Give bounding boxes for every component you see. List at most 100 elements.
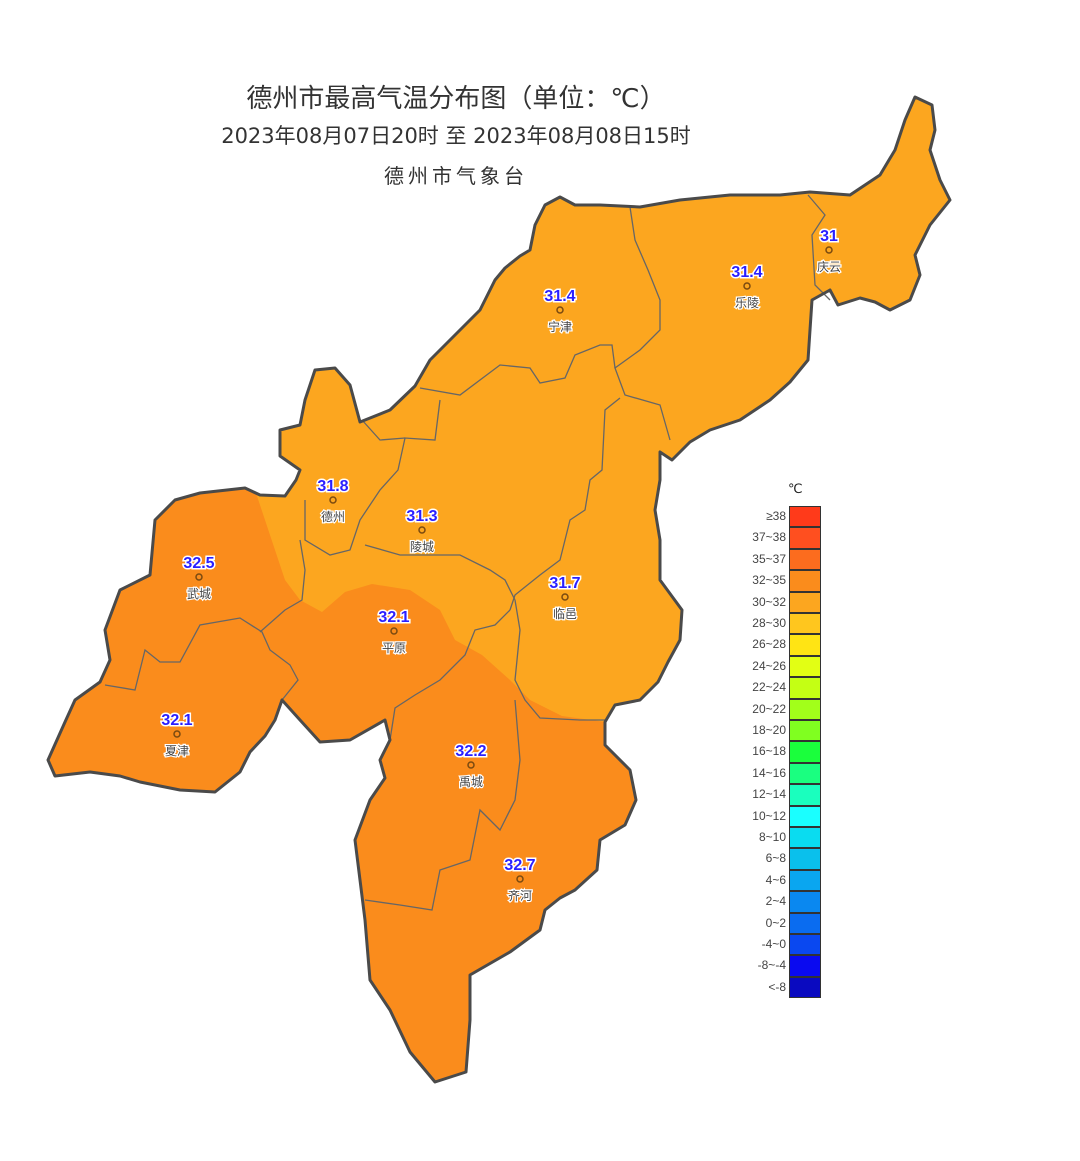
- legend-swatch: [789, 570, 821, 592]
- legend-swatch: [789, 976, 821, 999]
- legend-label: <-8: [768, 979, 786, 994]
- station-marker: [329, 496, 337, 504]
- legend-swatch: [789, 591, 821, 613]
- legend-item: 16~18: [740, 741, 822, 763]
- legend-label: 35~37: [752, 551, 786, 566]
- station-4: 31.3 陵城: [405, 507, 439, 556]
- legend-swatch: [789, 762, 821, 785]
- legend-item: -4~0: [740, 934, 822, 956]
- station-name: 禹城: [459, 775, 483, 789]
- legend-swatch: [789, 527, 821, 549]
- station-name: 乐陵: [735, 296, 759, 310]
- station-marker: [418, 526, 426, 534]
- station-name: 临邑: [553, 607, 577, 621]
- legend-swatch: [789, 934, 821, 956]
- legend-swatch: [789, 741, 821, 763]
- station-marker: [561, 593, 569, 601]
- legend-item: 20~22: [740, 698, 822, 720]
- legend-item: 14~16: [740, 762, 822, 785]
- station-name: 齐河: [508, 888, 532, 903]
- legend-swatch: [789, 720, 821, 742]
- legend-swatch: [789, 891, 821, 913]
- station-value: 31.4: [731, 264, 762, 281]
- county-boundaries: [104, 194, 831, 911]
- legend-swatch: [789, 827, 821, 849]
- station-0: 31 庆云: [816, 227, 843, 276]
- station-marker: [556, 306, 564, 314]
- legend-item: 18~20: [740, 720, 822, 742]
- legend-label: 4~6: [765, 872, 786, 887]
- legend-label: 16~18: [752, 744, 786, 759]
- legend-swatch: [789, 506, 821, 528]
- legend-swatch: [789, 848, 821, 870]
- legend-item: 10~12: [740, 805, 822, 827]
- legend-item: 32~35: [740, 570, 822, 592]
- legend-unit: ℃: [788, 482, 803, 497]
- station-value: 31: [820, 228, 838, 245]
- legend-label: 10~12: [752, 808, 786, 823]
- legend-label: -8~-4: [757, 958, 786, 973]
- station-name: 武城: [187, 587, 211, 601]
- legend-label: 2~4: [765, 894, 786, 909]
- legend-label: 26~28: [752, 637, 786, 652]
- station-10: 32.7 齐河: [503, 856, 537, 905]
- station-marker: [516, 875, 524, 883]
- legend-item: 2~4: [740, 891, 822, 913]
- time-range: 2023年08月07日20时 至 2023年08月08日15时: [221, 124, 691, 148]
- legend-swatch: [789, 655, 821, 678]
- station-value: 31.7: [549, 575, 580, 592]
- legend-item: 12~14: [740, 784, 822, 806]
- station-name: 宁津: [548, 319, 572, 334]
- station-value: 31.8: [317, 478, 348, 495]
- station-marker: [173, 730, 181, 738]
- legend-label: 18~20: [752, 723, 786, 737]
- station-name: 夏津: [165, 744, 189, 758]
- station-5: 32.5 武城: [182, 554, 216, 603]
- legend-label: 20~22: [752, 701, 786, 716]
- map-title: 德州市最高气温分布图（单位：℃）: [246, 84, 666, 114]
- legend-label: 8~10: [758, 830, 786, 844]
- station-marker: [825, 246, 833, 254]
- legend-label: 24~26: [752, 658, 786, 673]
- legend-swatch: [789, 869, 821, 892]
- region-30-32: [48, 97, 950, 1082]
- legend-label: 32~35: [752, 573, 786, 588]
- station-name: 德州: [321, 509, 345, 524]
- station-value: 31.3: [406, 508, 437, 525]
- station-value: 32.2: [455, 743, 486, 760]
- legend-label: 0~2: [765, 915, 786, 930]
- station-7: 31.7 临邑: [548, 574, 582, 623]
- legend-swatch: [789, 955, 821, 977]
- station-name: 庆云: [817, 260, 841, 274]
- legend-item: 4~6: [740, 869, 822, 892]
- station-6: 32.1 平原: [377, 608, 411, 657]
- legend-swatch: [789, 548, 821, 571]
- station-8: 32.1 夏津: [160, 711, 194, 760]
- station-value: 31.4: [544, 288, 575, 305]
- legend-item: ≥38: [740, 506, 822, 528]
- station-marker: [390, 627, 398, 635]
- station-marker: [467, 761, 475, 769]
- legend-item: 24~26: [740, 655, 822, 678]
- station-3: 31.8 德州: [316, 477, 350, 526]
- legend-item: <-8: [740, 976, 822, 999]
- station-marker: [195, 573, 203, 581]
- legend-swatch: [789, 698, 821, 720]
- legend-swatch: [789, 634, 821, 656]
- legend-label: 30~32: [752, 594, 786, 609]
- station-name: 平原: [382, 641, 406, 655]
- legend-item: 35~37: [740, 548, 822, 571]
- city-boundary: [46, 95, 952, 1084]
- legend-swatch: [789, 613, 821, 635]
- legend-label: ≥38: [766, 509, 786, 523]
- issuer: 德州市气象台: [384, 164, 528, 188]
- legend-item: 0~2: [740, 912, 822, 934]
- legend-label: 28~30: [752, 616, 786, 630]
- legend-item: 28~30: [740, 613, 822, 635]
- legend-item: 26~28: [740, 634, 822, 656]
- legend-swatch: [789, 805, 821, 827]
- legend-label: -4~0: [761, 937, 786, 951]
- station-2: 31.4 宁津: [543, 287, 577, 336]
- legend-label: 22~24: [752, 680, 786, 695]
